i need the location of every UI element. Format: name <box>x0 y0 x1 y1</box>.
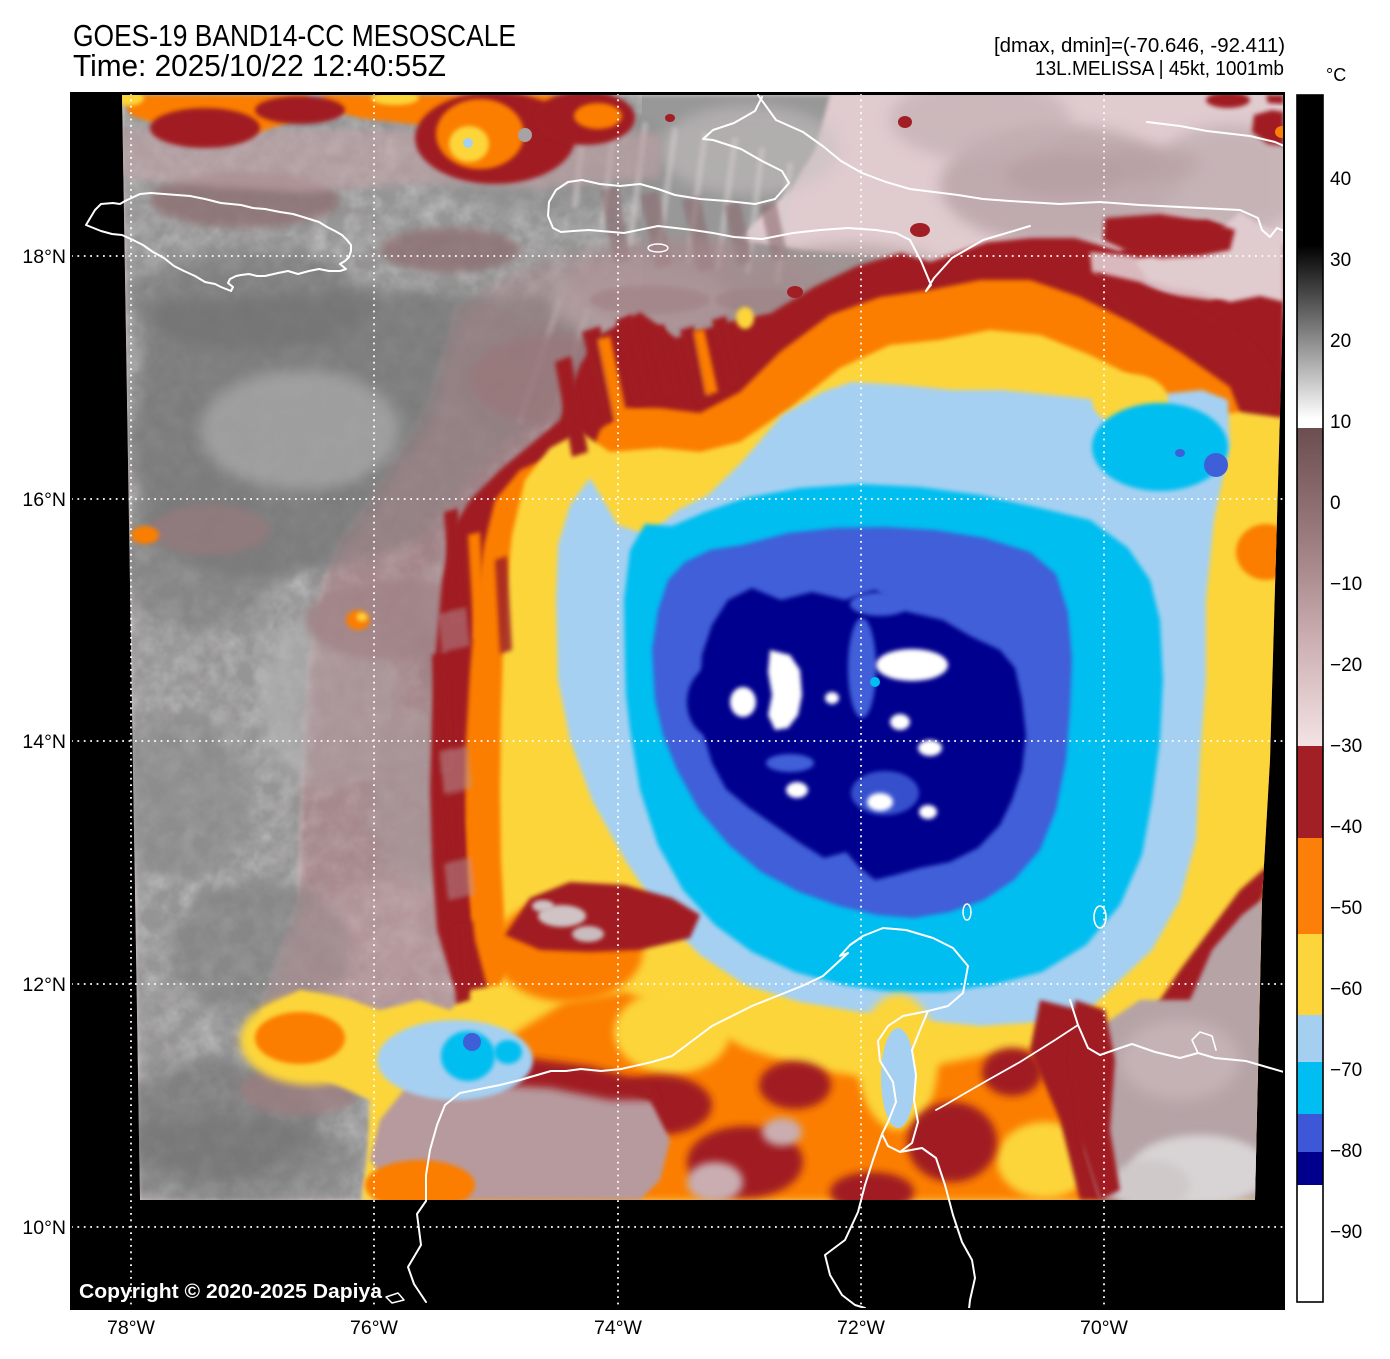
svg-text:30: 30 <box>1330 250 1351 271</box>
svg-text:18°N: 18°N <box>22 246 66 268</box>
svg-text:40: 40 <box>1330 169 1351 190</box>
svg-text:16°N: 16°N <box>22 489 66 511</box>
svg-text:74°W: 74°W <box>594 1317 642 1339</box>
svg-text:−70: −70 <box>1330 1060 1362 1081</box>
svg-text:20: 20 <box>1330 331 1351 352</box>
svg-text:−40: −40 <box>1330 817 1362 838</box>
svg-text:13L.MELISSA | 45kt, 1001mb: 13L.MELISSA | 45kt, 1001mb <box>1035 58 1284 80</box>
svg-text:14°N: 14°N <box>22 731 66 753</box>
svg-text:0: 0 <box>1330 493 1341 514</box>
svg-text:Time: 2025/10/22 12:40:55Z: Time: 2025/10/22 12:40:55Z <box>73 48 446 83</box>
svg-text:°C: °C <box>1326 65 1346 85</box>
svg-text:−80: −80 <box>1330 1141 1362 1162</box>
svg-text:78°W: 78°W <box>107 1317 155 1339</box>
svg-text:−20: −20 <box>1330 655 1362 676</box>
svg-text:12°N: 12°N <box>22 974 66 996</box>
svg-text:−30: −30 <box>1330 736 1362 757</box>
svg-text:−90: −90 <box>1330 1222 1362 1243</box>
svg-text:10°N: 10°N <box>22 1217 66 1239</box>
svg-text:[dmax, dmin]=(-70.646, -92.411: [dmax, dmin]=(-70.646, -92.411) <box>994 35 1285 57</box>
svg-text:−60: −60 <box>1330 979 1362 1000</box>
svg-text:Copyright © 2020-2025 Dapiya: Copyright © 2020-2025 Dapiya <box>79 1281 383 1303</box>
svg-text:72°W: 72°W <box>837 1317 885 1339</box>
svg-text:−50: −50 <box>1330 898 1362 919</box>
svg-text:−10: −10 <box>1330 574 1362 595</box>
svg-text:10: 10 <box>1330 412 1351 433</box>
svg-text:70°W: 70°W <box>1080 1317 1128 1339</box>
svg-text:76°W: 76°W <box>350 1317 398 1339</box>
svg-text:GOES-19 BAND14-CC MESOSCALE: GOES-19 BAND14-CC MESOSCALE <box>73 18 516 53</box>
